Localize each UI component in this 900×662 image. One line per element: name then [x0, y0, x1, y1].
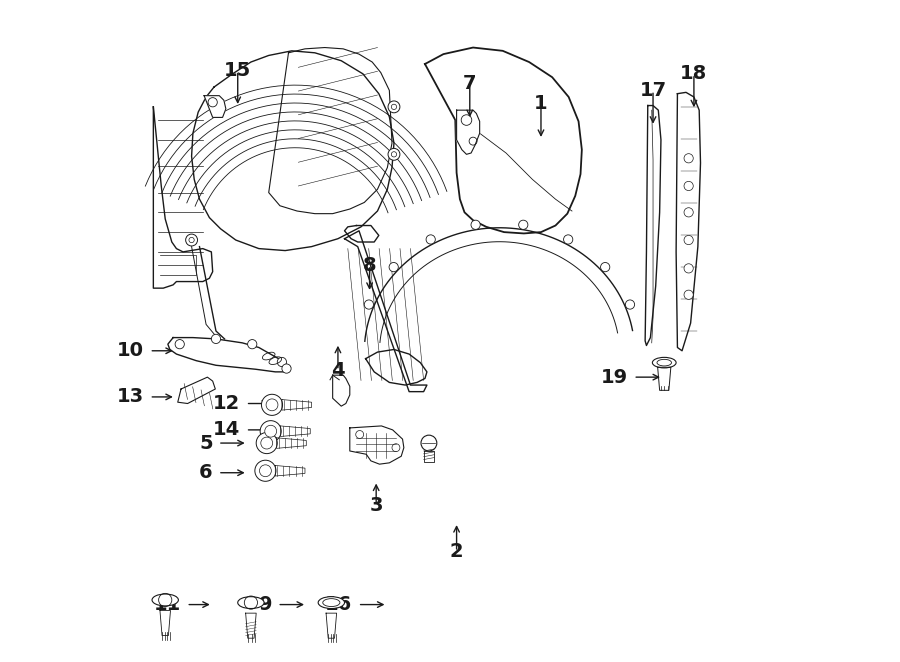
Polygon shape: [345, 226, 379, 242]
Text: 1: 1: [535, 94, 548, 113]
Text: 10: 10: [117, 342, 144, 360]
Polygon shape: [160, 610, 170, 636]
Circle shape: [176, 340, 184, 349]
Text: 6: 6: [199, 463, 212, 482]
Polygon shape: [676, 93, 700, 351]
Circle shape: [260, 420, 281, 442]
Polygon shape: [177, 377, 215, 404]
Circle shape: [212, 334, 220, 344]
Circle shape: [388, 148, 400, 160]
Polygon shape: [645, 105, 661, 346]
Text: 8: 8: [363, 256, 376, 275]
Circle shape: [684, 290, 693, 299]
Text: 3: 3: [369, 496, 382, 515]
Polygon shape: [658, 367, 670, 391]
Text: 16: 16: [325, 595, 353, 614]
Circle shape: [262, 395, 283, 415]
Polygon shape: [333, 375, 350, 406]
Polygon shape: [204, 95, 226, 117]
Ellipse shape: [319, 596, 345, 608]
Polygon shape: [365, 350, 427, 385]
Ellipse shape: [238, 596, 264, 608]
Circle shape: [189, 238, 194, 243]
Circle shape: [277, 357, 286, 367]
Circle shape: [600, 263, 610, 271]
Circle shape: [256, 432, 277, 453]
Text: 13: 13: [117, 387, 144, 406]
Polygon shape: [350, 426, 404, 464]
Ellipse shape: [152, 594, 178, 606]
Polygon shape: [276, 438, 306, 448]
Text: 17: 17: [640, 81, 667, 100]
Polygon shape: [153, 107, 212, 288]
Circle shape: [208, 97, 217, 107]
Polygon shape: [425, 48, 581, 234]
Circle shape: [388, 101, 400, 113]
Circle shape: [261, 437, 273, 449]
Text: 12: 12: [213, 394, 240, 413]
Ellipse shape: [657, 359, 671, 366]
Text: 5: 5: [199, 434, 212, 453]
Circle shape: [392, 104, 397, 109]
Circle shape: [265, 425, 276, 437]
Circle shape: [248, 340, 256, 349]
Polygon shape: [246, 613, 256, 638]
Text: 19: 19: [601, 367, 628, 387]
Circle shape: [255, 460, 276, 481]
Circle shape: [185, 234, 197, 246]
Ellipse shape: [652, 357, 676, 368]
Text: 9: 9: [258, 595, 272, 614]
Circle shape: [518, 220, 528, 230]
Circle shape: [266, 399, 278, 410]
Text: 2: 2: [450, 542, 464, 561]
Circle shape: [684, 263, 693, 273]
Polygon shape: [281, 426, 310, 436]
Polygon shape: [326, 613, 337, 638]
Polygon shape: [456, 110, 480, 154]
Text: 4: 4: [331, 361, 345, 380]
Circle shape: [364, 300, 373, 309]
Polygon shape: [282, 400, 311, 410]
Circle shape: [389, 263, 399, 271]
Text: 15: 15: [224, 61, 251, 80]
Circle shape: [684, 236, 693, 245]
Ellipse shape: [323, 598, 340, 606]
Text: 18: 18: [680, 64, 707, 83]
Polygon shape: [345, 231, 427, 392]
Circle shape: [684, 181, 693, 191]
Circle shape: [259, 465, 272, 477]
Text: 7: 7: [463, 74, 476, 93]
Text: 11: 11: [154, 595, 181, 614]
Circle shape: [563, 235, 572, 244]
Polygon shape: [192, 51, 394, 251]
Circle shape: [421, 435, 436, 451]
Circle shape: [471, 220, 481, 230]
Circle shape: [626, 300, 634, 309]
Text: 14: 14: [213, 420, 240, 440]
Polygon shape: [168, 338, 291, 372]
Circle shape: [684, 208, 693, 217]
Circle shape: [392, 152, 397, 157]
Circle shape: [426, 235, 436, 244]
Polygon shape: [269, 48, 392, 214]
Circle shape: [282, 364, 291, 373]
Polygon shape: [275, 465, 305, 476]
Circle shape: [684, 154, 693, 163]
